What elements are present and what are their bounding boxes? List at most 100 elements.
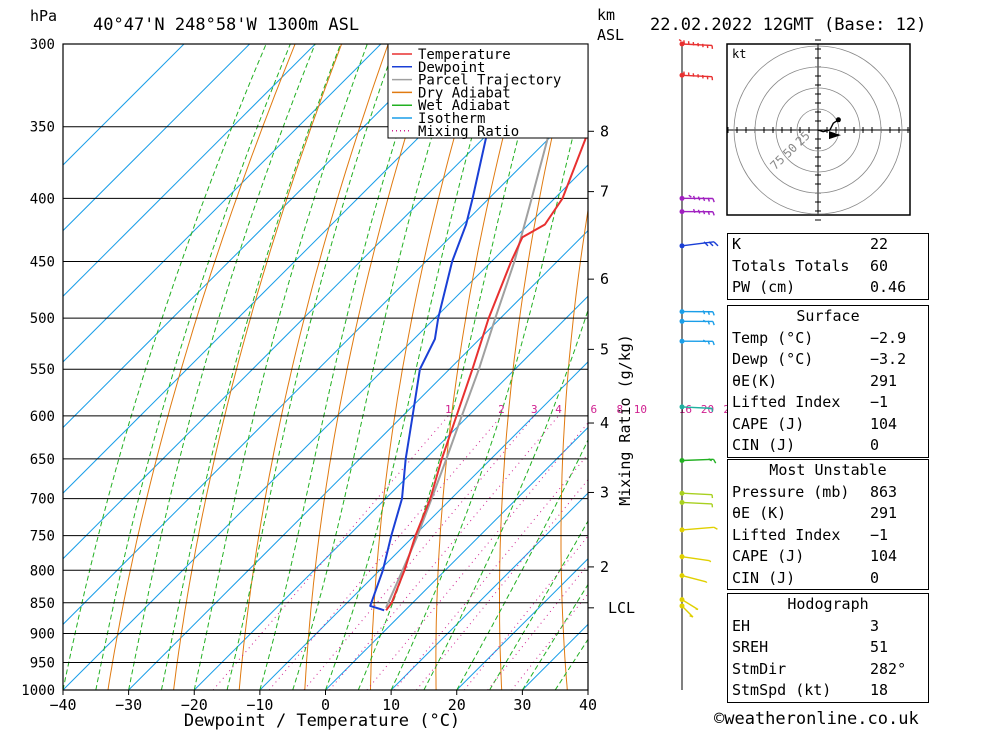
wind-barb (679, 241, 719, 249)
dry-adiabat-line (943, 44, 1000, 690)
wind-barb (679, 404, 714, 412)
datetime-title: 22.02.2022 12GMT (Base: 12) (650, 15, 926, 35)
height-unit-asl: ASL (597, 26, 624, 44)
legend-label: Parcel Trajectory (418, 73, 561, 89)
hodograph-stat-label: EH (732, 616, 751, 635)
isotherm-line (63, 44, 316, 297)
wind-barb (678, 38, 714, 49)
wind-barb-flag (702, 339, 707, 343)
pressure-tick-label: 550 (30, 362, 55, 378)
wind-barb-shaft (681, 599, 699, 611)
most-unstable-row: CIN (J) 0 (728, 568, 928, 590)
pressure-tick-label: 650 (30, 452, 55, 468)
surface-row: Lifted Index −1 (728, 392, 928, 414)
wind-barb (679, 597, 699, 611)
pressure-tick-label: 700 (30, 492, 55, 508)
km-tick-label: LCL (608, 599, 635, 617)
dry-adiabat-line (992, 44, 1000, 690)
hodograph-trace (817, 119, 839, 133)
isotherm-line (63, 164, 588, 690)
wind-barb-flag (706, 406, 710, 410)
mixing-ratio-label: 3 (531, 403, 538, 416)
surface-panel: Surface Temp (°C) −2.9 Dewp (°C) −3.2 θE(K) 2… (727, 305, 929, 458)
wind-barb-flag (712, 198, 715, 203)
dry-adiabat-line (238, 44, 389, 690)
wind-barb-flag (712, 311, 715, 316)
isotherm-line (63, 44, 579, 560)
index-label: Totals Totals (732, 256, 850, 275)
x-tick-label: −30 (115, 696, 142, 714)
wind-barb (679, 526, 718, 533)
wind-barb-flag (703, 241, 709, 247)
pressure-tick-label: 950 (30, 655, 55, 671)
mixing-ratio-axis-label: Mixing Ratio (g/kg) (616, 334, 634, 506)
pressure-tick-label: 900 (30, 626, 55, 642)
most-unstable-row: θE (K) 291 (728, 503, 928, 525)
hodograph-table-panel: Hodograph EH 3 SREH 51 StmDir 282° StmSpd (kt)… (727, 593, 929, 703)
most-unstable-label: CIN (J) (732, 568, 796, 587)
isotherm-line (63, 44, 250, 232)
wet-adiabat-line (357, 44, 544, 690)
hodograph-unit: kt (732, 47, 746, 61)
wind-barb (679, 458, 717, 464)
wind-barb-shaft (681, 241, 715, 247)
isotherm-line (63, 44, 447, 429)
wind-barb-flag (712, 341, 715, 346)
mixing-ratio-label: 4 (555, 403, 562, 416)
pressure-lines (62, 43, 589, 691)
hodograph-stat-row: StmSpd (kt) 18 (728, 680, 928, 702)
hodograph-ring (775, 87, 861, 173)
km-tick-label: 3 (600, 483, 609, 501)
mixing-ratio-label: 10 (634, 403, 647, 416)
mixing-ratio-line (394, 453, 588, 690)
isotherm-line (63, 98, 588, 626)
wind-barb-flag (708, 458, 713, 462)
wind-barb-flag (702, 319, 707, 323)
wet-adiabat-line (456, 438, 588, 690)
index-value: 60 (870, 256, 889, 275)
surface-row: Dewp (°C) −3.2 (728, 349, 928, 371)
wind-barb-flag (707, 210, 711, 215)
x-axis-label: Dewpoint / Temperature (°C) (184, 711, 460, 731)
isotherm-line (456, 558, 588, 690)
hodograph-stat-row: StmDir 282° (728, 659, 928, 681)
mixing-ratio-label: 2 (498, 403, 505, 416)
dry-adiabat-line (435, 44, 529, 690)
pressure-tick-label: 750 (30, 529, 55, 545)
wind-barb-shaft (681, 492, 713, 496)
hodograph-ring (796, 108, 840, 152)
legend-label: Dry Adiabat (418, 85, 511, 101)
index-row: K 22 (728, 234, 928, 256)
wet-adiabat-line (193, 44, 368, 690)
dry-adiabat-line (370, 44, 482, 690)
most-unstable-value: −1 (870, 525, 889, 544)
mixing-ratio-line (487, 563, 588, 690)
most-unstable-value: 0 (870, 568, 880, 587)
wind-barb-shaft (681, 605, 694, 618)
most-unstable-panel: Most Unstable Pressure (mb) 863 θE (K) 291 L… (727, 459, 929, 590)
wind-barb (679, 338, 715, 346)
x-tick-label: −20 (181, 696, 208, 714)
wind-barb (679, 499, 714, 508)
wind-barb (679, 554, 712, 563)
most-unstable-row: Lifted Index −1 (728, 525, 928, 547)
credit-link[interactable]: ©weatheronline.co.uk (714, 709, 919, 729)
km-tick-label: 2 (600, 558, 609, 576)
wind-barb (679, 194, 715, 203)
index-row: Totals Totals 60 (728, 256, 928, 278)
pressure-tick-label: 300 (30, 37, 55, 53)
legend-label: Isotherm (418, 111, 485, 127)
index-row: PW (cm) 0.46 (728, 277, 928, 299)
wind-barb-flag (708, 241, 714, 247)
wind-barb-flag (707, 197, 711, 202)
wind-barb (679, 573, 708, 583)
most-unstable-label: Pressure (mb) (732, 482, 850, 501)
plot-frame (62, 43, 589, 691)
legend-label: Dewpoint (418, 60, 485, 76)
hodograph-stat-label: StmSpd (kt) (732, 681, 832, 699)
wind-barb-flag (712, 321, 715, 326)
wind-barb-flag (707, 320, 711, 325)
wet-adiabat-line (423, 308, 588, 690)
isotherm-line (128, 229, 588, 690)
